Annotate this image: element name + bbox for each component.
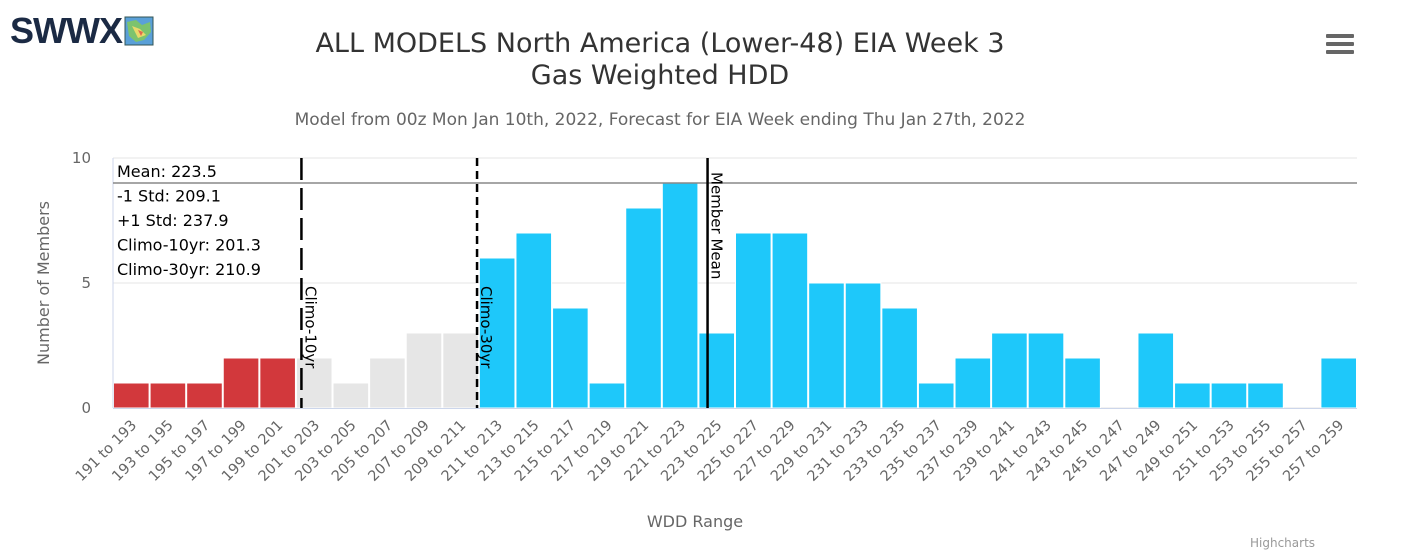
bar [1174, 382, 1211, 409]
bar [442, 332, 479, 409]
bar [844, 282, 882, 409]
bar [771, 232, 809, 409]
bar [259, 357, 296, 409]
bar [1064, 357, 1101, 409]
bar [625, 207, 662, 409]
bar [1137, 332, 1175, 409]
chart-title: ALL MODELS North America (Lower-48) EIA … [0, 28, 1320, 92]
refline-label: Climo-30yr [477, 286, 495, 369]
refline-label: Member Mean [708, 172, 726, 279]
stat-minus-std: -1 Std: 209.1 [117, 187, 221, 206]
bar [954, 357, 992, 409]
bar [186, 382, 223, 409]
stats-box: Mean: 223.5 -1 Std: 209.1 +1 Std: 237.9 Cli… [117, 162, 261, 279]
bar [405, 332, 443, 409]
stat-climo10: Climo-10yr: 201.3 [117, 236, 261, 255]
bar [113, 382, 150, 409]
bar [332, 382, 370, 409]
bars [113, 182, 1357, 409]
bar [222, 357, 260, 409]
bar [917, 382, 955, 409]
x-axis-title: WDD Range [647, 512, 743, 531]
y-tick-label: 5 [81, 274, 91, 292]
bar [369, 357, 406, 409]
hamburger-menu-icon[interactable] [1326, 34, 1354, 60]
y-axis-title: Number of Members [34, 201, 53, 365]
weather-map-icon [124, 16, 154, 46]
y-tick-label: 10 [72, 149, 91, 167]
logo: SWWX [10, 12, 154, 50]
chart-credit: Highcharts [1250, 536, 1316, 550]
bar [1320, 357, 1357, 409]
bar [1210, 382, 1248, 409]
bar [808, 282, 845, 409]
bar [515, 232, 553, 409]
refline-label: Climo-10yr [301, 286, 319, 369]
stat-plus-std: +1 Std: 237.9 [117, 211, 229, 230]
chart-title-line2: Gas Weighted HDD [530, 60, 790, 91]
bar [698, 332, 735, 409]
bar [735, 232, 772, 409]
bar [149, 382, 187, 409]
bar [661, 182, 699, 409]
bar [1247, 382, 1284, 409]
y-tick-label: 0 [81, 399, 91, 417]
bar [881, 307, 918, 409]
bar [1027, 332, 1065, 409]
bar [991, 332, 1028, 409]
chart-title-line1: ALL MODELS North America (Lower-48) EIA … [315, 28, 1005, 59]
bar [478, 257, 516, 409]
stat-climo30: Climo-30yr: 210.9 [117, 260, 261, 279]
stat-mean: Mean: 223.5 [117, 162, 217, 181]
bar [588, 382, 626, 409]
bar [552, 307, 589, 409]
chart-subtitle: Model from 00z Mon Jan 10th, 2022, Forec… [294, 110, 1026, 130]
logo-text: SWWX [10, 10, 123, 51]
reference-lines: Climo-10yr Climo-30yr Member Mean [113, 158, 1357, 408]
